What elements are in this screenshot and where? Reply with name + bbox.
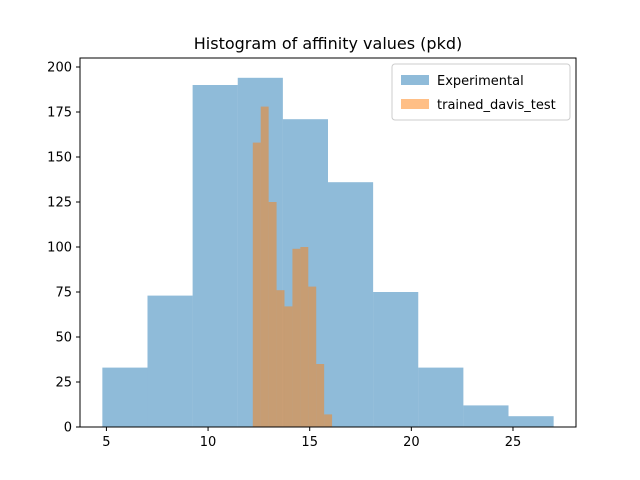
histogram-bar	[324, 414, 333, 427]
histogram-bar	[463, 405, 509, 427]
y-tick-label: 50	[55, 331, 72, 346]
x-axis: 5 10 15 20 25	[102, 427, 521, 450]
y-tick-label: 125	[47, 196, 72, 211]
bars-layer	[102, 77, 554, 428]
y-tick-label: 100	[47, 241, 72, 256]
legend-label: Experimental	[437, 74, 524, 89]
axes-frame	[79, 57, 577, 428]
y-tick-label: 25	[55, 376, 72, 391]
y-tick-label: 200	[47, 61, 72, 76]
histogram-bar	[252, 142, 261, 427]
x-tick-label: 5	[102, 435, 110, 450]
histogram-bar	[418, 367, 464, 427]
y-tick-label: 175	[47, 106, 72, 121]
y-tick-label: 150	[47, 151, 72, 166]
x-tick-label: 10	[200, 435, 217, 450]
histogram-bar	[268, 202, 277, 427]
legend-swatch	[401, 99, 429, 109]
x-tick-label: 15	[301, 435, 318, 450]
chart-title: Histogram of affinity values (pkd)	[194, 34, 462, 53]
histogram-bar	[308, 286, 317, 427]
histogram-bar	[316, 364, 325, 427]
histogram-bar	[300, 247, 309, 427]
histogram-bar	[147, 295, 193, 427]
histogram-bar	[276, 290, 285, 427]
legend-label: trained_davis_test	[437, 98, 556, 113]
legend: Experimental trained_davis_test	[391, 63, 571, 121]
histogram-bar	[292, 248, 301, 427]
histogram-bar	[373, 292, 419, 427]
histogram-bar	[102, 367, 148, 427]
series-1-bars	[252, 106, 333, 427]
series-0-bars	[102, 77, 554, 428]
histogram-bar	[508, 416, 554, 427]
legend-swatch	[401, 75, 429, 85]
legend-frame	[391, 63, 571, 121]
histogram-bar	[328, 182, 374, 427]
y-axis: 0 25 50 75 100 125 150 175 200	[47, 61, 80, 436]
y-tick-label: 0	[64, 421, 72, 436]
x-tick-label: 20	[403, 435, 420, 450]
y-tick-label: 75	[55, 286, 72, 301]
x-tick-label: 25	[505, 435, 522, 450]
histogram-bar	[260, 106, 269, 427]
histogram-bar	[192, 85, 238, 427]
histogram-bar	[284, 306, 293, 427]
